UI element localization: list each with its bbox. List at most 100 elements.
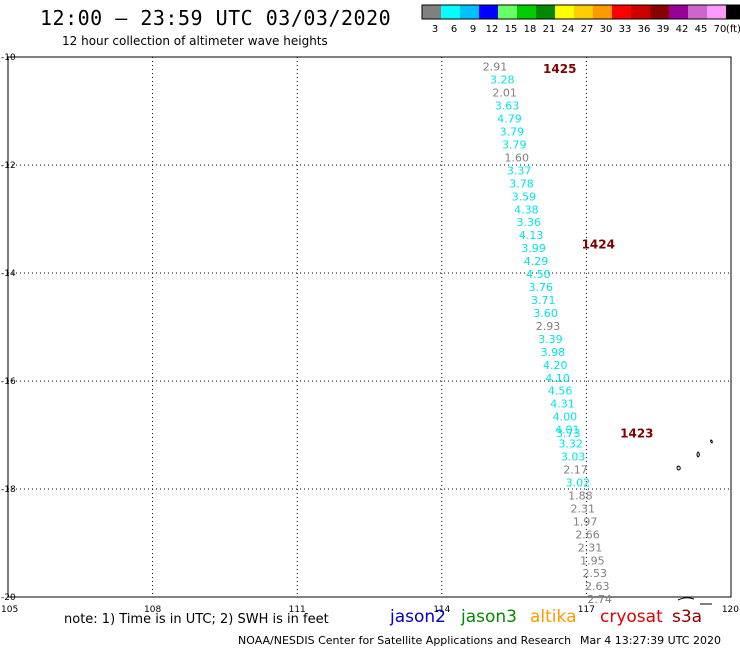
legend-swatch [536,5,555,19]
legend-swatch [460,5,479,19]
wave-height-label: 3.39 [538,333,563,346]
wave-height-label: 3.02 [566,477,591,490]
y-tick-label: -18 [1,485,16,495]
legend-label: 9 [470,24,476,35]
wave-height-label: 2.53 [583,567,608,580]
wave-height-label: 3.37 [507,164,532,177]
wave-height-label: 1.60 [504,151,528,164]
x-tick-label: 108 [144,605,161,615]
legend-swatch [707,5,726,19]
wave-height-label: 3.73 [556,427,581,440]
wave-height-label: 3.98 [541,346,566,359]
wave-height-label: 4.20 [543,359,568,372]
wave-height-label: 2.93 [536,320,561,333]
wave-height-label: 4.38 [514,203,539,216]
wave-height-label: 2.31 [570,502,595,515]
y-tick-label: -16 [1,377,16,387]
legend-swatch [441,5,460,19]
legend-label: 70 [714,24,727,35]
legend-swatch [593,5,612,19]
satellite-label-jason3: jason3 [461,607,517,627]
wave-height-label: 4.79 [497,113,521,126]
legend-label: 33 [619,24,632,35]
wave-height-label: 1.95 [580,554,605,567]
wave-height-label: 3.76 [529,281,554,294]
wave-height-label: 2.63 [585,580,610,593]
y-tick-label: -14 [1,269,16,279]
legend-swatch [631,5,650,19]
x-tick-label: 114 [433,605,450,615]
wave-height-label: 4.50 [526,268,551,281]
track-label: 1423 [620,426,653,440]
wave-height-label: 3.28 [490,74,515,87]
wave-height-label: 2.01 [492,87,517,100]
wave-height-label: 4.10 [545,372,570,385]
wave-height-label: 3.03 [561,451,586,464]
map-frame [7,56,732,598]
track-label: 1425 [543,62,576,76]
legend-label: 42 [676,24,689,35]
legend-label: 15 [505,24,518,35]
wave-height-label: 3.32 [558,438,583,451]
legend-swatch [555,5,574,19]
legend-label: 24 [562,24,575,35]
wave-height-label: 4.31 [550,398,575,411]
legend-swatch [422,5,441,19]
legend-label: 3 [432,24,438,35]
wave-height-label: 3.60 [533,307,558,320]
wave-height-label: 2.17 [563,464,588,477]
wave-height-label: 4.13 [519,229,544,242]
legend-label: 36 [638,24,651,35]
legend-label: 21 [543,24,556,35]
legend-label: 6 [451,24,457,35]
legend-label: 39 [657,24,670,35]
wave-height-label: 1.97 [573,515,598,528]
wave-height-label: 3.71 [531,294,556,307]
legend-label: 45 [695,24,708,35]
wave-height-label: 2.74 [587,593,612,606]
coastline [677,597,695,601]
footer-credit: NOAA/NESDIS Center for Satellite Applica… [238,634,572,647]
footer-note: note: 1) Time is in UTC; 2) SWH is in fe… [64,612,329,627]
y-tick-label: -12 [1,161,16,171]
wave-height-label: 3.79 [502,138,527,151]
x-tick-label: 117 [578,605,595,615]
satellite-label-cryosat: cryosat [600,607,663,627]
legend-swatch [498,5,517,19]
footer-timestamp: Mar 4 13:27:39 UTC 2020 [580,634,721,647]
x-tick-label: 120 [722,605,739,615]
legend-swatch [574,5,593,19]
legend-unit: (ft) [726,24,740,35]
x-tick-label: 105 [1,605,18,615]
x-tick-label: 111 [289,605,306,615]
wave-height-label: 4.00 [553,411,578,424]
coastline [710,439,713,444]
wave-height-label: 4.56 [548,385,573,398]
satellite-label-altika: altika [530,607,577,627]
chart-title: 12:00 – 23:59 UTC 03/03/2020 [40,6,392,30]
wave-height-label: 3.99 [521,242,546,255]
legend-swatch [688,5,707,19]
wave-height-label: 4.29 [524,255,549,268]
legend-swatch [726,5,740,19]
legend-swatch [650,5,669,19]
legend-label: 30 [600,24,613,35]
coastline [696,451,700,458]
legend-label: 12 [486,24,499,35]
y-tick-label: -20 [1,593,16,603]
wave-height-label: 3.79 [500,126,525,139]
wave-height-label: 3.78 [509,177,534,190]
legend-label: 18 [524,24,537,35]
wave-height-label: 3.63 [495,100,520,113]
wave-height-label: 1.88 [568,489,593,502]
wave-height-label: 2.31 [578,541,603,554]
satellite-label-jason2: jason2 [390,607,446,627]
coastline [676,465,681,471]
color-legend: 3 6 9 12 15 18 21 24 27 30 33 36 39 42 45 70 (ft) [421,4,740,35]
chart-subtitle: 12 hour collection of altimeter wave hei… [62,34,328,48]
wave-height-label: 3.59 [512,190,537,203]
wave-height-label: 2.66 [575,528,600,541]
legend-swatch [612,5,631,19]
